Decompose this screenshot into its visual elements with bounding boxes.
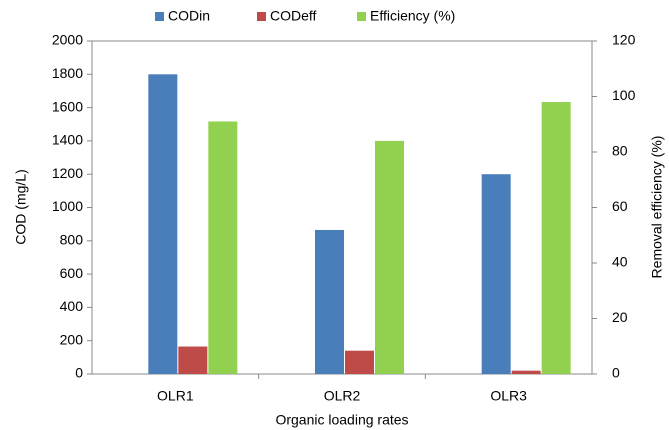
y2-tick-label: 80 [612, 143, 628, 159]
bar [511, 370, 541, 374]
y-tick-label: 1800 [52, 65, 83, 81]
y-tick-label: 400 [60, 298, 84, 314]
bar [481, 174, 511, 374]
bar [148, 74, 178, 375]
bar [345, 350, 374, 374]
x-tick-label: OLR3 [490, 388, 527, 404]
y2-tick-label: 0 [612, 365, 620, 381]
y-tick-label: 600 [60, 265, 84, 281]
legend-swatch [357, 12, 366, 21]
y2-tick-label: 120 [612, 32, 636, 48]
y-tick-label: 1000 [52, 198, 83, 214]
y2-tick-label: 100 [612, 87, 636, 103]
y-tick-label: 1200 [52, 165, 83, 181]
legend-label: CODeff [270, 8, 317, 24]
x-tick-label: OLR1 [157, 388, 194, 404]
y-tick-label: 1600 [52, 98, 83, 114]
y-axis-title: COD (mg/L) [13, 169, 29, 244]
bar [315, 229, 344, 374]
y2-tick-label: 20 [612, 309, 628, 325]
y-tick-label: 2000 [52, 32, 83, 48]
y-tick-label: 1400 [52, 132, 83, 148]
bar [541, 102, 571, 375]
bar [178, 346, 208, 374]
y-tick-label: 800 [60, 232, 84, 248]
legend-swatch [155, 12, 164, 21]
y2-axis-title: Removal efficiency (%) [649, 136, 665, 279]
legend-label: Efficiency (%) [370, 8, 455, 24]
y2-tick-label: 40 [612, 254, 628, 270]
legend-swatch [257, 12, 266, 21]
bar [208, 121, 238, 374]
y2-tick-label: 60 [612, 198, 628, 214]
legend-label: CODin [168, 8, 210, 24]
y-tick-label: 0 [75, 365, 83, 381]
bar [375, 140, 404, 374]
y-tick-label: 200 [60, 331, 84, 347]
x-axis-title: Organic loading rates [275, 412, 408, 428]
x-tick-label: OLR2 [324, 388, 361, 404]
